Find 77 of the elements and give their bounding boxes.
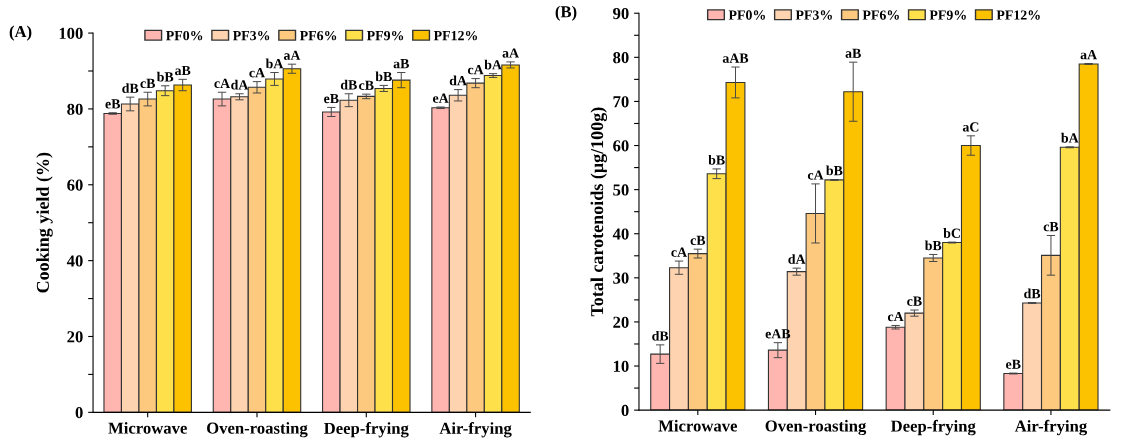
legend-label: PF0%: [728, 10, 765, 20]
legend-label: PF9%: [366, 30, 404, 41]
legend-label: PF0%: [165, 30, 203, 41]
legend-label: PF9%: [929, 10, 966, 20]
data-label: aAB: [722, 53, 749, 63]
y-axis-title: Total carotenoids (μg/100g): [590, 107, 608, 317]
y-tick-label: 90: [613, 7, 629, 20]
data-label: bB: [708, 154, 725, 165]
data-label: dA: [231, 79, 249, 90]
data-label: cA: [887, 311, 904, 322]
chart-title: (B): [555, 5, 577, 21]
y-tick-label: 50: [613, 184, 629, 196]
data-label: cA: [807, 170, 824, 180]
x-tick-label: Deep-frying: [890, 419, 976, 436]
y-tick-label: 0: [621, 404, 629, 417]
data-label: aC: [962, 122, 979, 132]
data-label: aB: [393, 59, 409, 69]
legend-label: PF3%: [232, 30, 270, 41]
data-label: bA: [1061, 132, 1079, 143]
legend-label: PF6%: [862, 10, 899, 20]
data-label: bB: [375, 71, 392, 82]
data-label: cB: [907, 296, 922, 306]
x-tick-label: Air-frying: [1014, 419, 1088, 436]
data-label: eB: [105, 99, 121, 109]
data-label: aB: [845, 48, 861, 58]
data-label: aA: [1080, 49, 1097, 60]
data-label: dB: [652, 330, 669, 341]
legend-label: PF3%: [795, 10, 832, 20]
x-tick-label: Oven-roasting: [765, 419, 867, 436]
y-tick-label: 80: [613, 52, 629, 64]
data-label: cB: [140, 78, 156, 89]
y-tick-label: 70: [613, 96, 629, 108]
data-label: cA: [671, 247, 687, 257]
y-tick-label: 10: [613, 360, 629, 372]
data-label: cA: [249, 68, 265, 78]
data-label: aA: [283, 50, 301, 60]
legend-label: PF12%: [433, 30, 478, 41]
data-label: bB: [924, 240, 942, 251]
data-label: dB: [122, 83, 139, 93]
data-label: dB: [340, 79, 357, 90]
data-label: cB: [359, 80, 374, 90]
y-tick-label: 40: [66, 255, 83, 267]
data-label: dB: [1024, 288, 1041, 299]
x-tick-label: Oven-roasting: [207, 422, 308, 438]
y-tick-label: 20: [613, 316, 629, 328]
data-label: dA: [449, 75, 467, 86]
legend-label: PF6%: [299, 30, 337, 41]
x-tick-label: Deep-frying: [324, 422, 409, 438]
y-tick-label: 40: [612, 228, 629, 240]
legend-label: PF12%: [996, 10, 1040, 20]
data-label: cA: [467, 65, 484, 75]
y-tick-label: 30: [613, 272, 629, 284]
data-label: bB: [826, 165, 843, 176]
data-label: aB: [175, 65, 191, 76]
data-label: eA: [432, 93, 449, 103]
x-tick-label: Microwave: [108, 422, 187, 434]
x-tick-label: Microwave: [658, 419, 738, 432]
y-tick-label: 60: [67, 179, 83, 191]
y-tick-label: 0: [75, 407, 83, 419]
data-label: dA: [788, 254, 806, 264]
data-label: cB: [690, 235, 706, 245]
y-tick-label: 100: [59, 27, 83, 40]
chart-title: (A): [9, 25, 32, 41]
y-axis-title: Cooking yield (%): [36, 152, 53, 293]
data-label: bA: [265, 58, 284, 69]
data-label: eB: [1006, 359, 1021, 369]
data-label: cB: [1043, 222, 1059, 232]
data-label: cA: [214, 78, 231, 89]
y-tick-label: 80: [67, 103, 83, 115]
data-label: eB: [324, 93, 339, 104]
y-tick-label: 60: [613, 140, 629, 152]
data-label: bA: [484, 59, 502, 70]
y-tick-label: 20: [67, 331, 83, 343]
data-label: aA: [502, 48, 519, 58]
data-label: bC: [943, 228, 960, 238]
x-tick-label: Air-frying: [439, 422, 512, 438]
data-label: bB: [156, 71, 174, 82]
